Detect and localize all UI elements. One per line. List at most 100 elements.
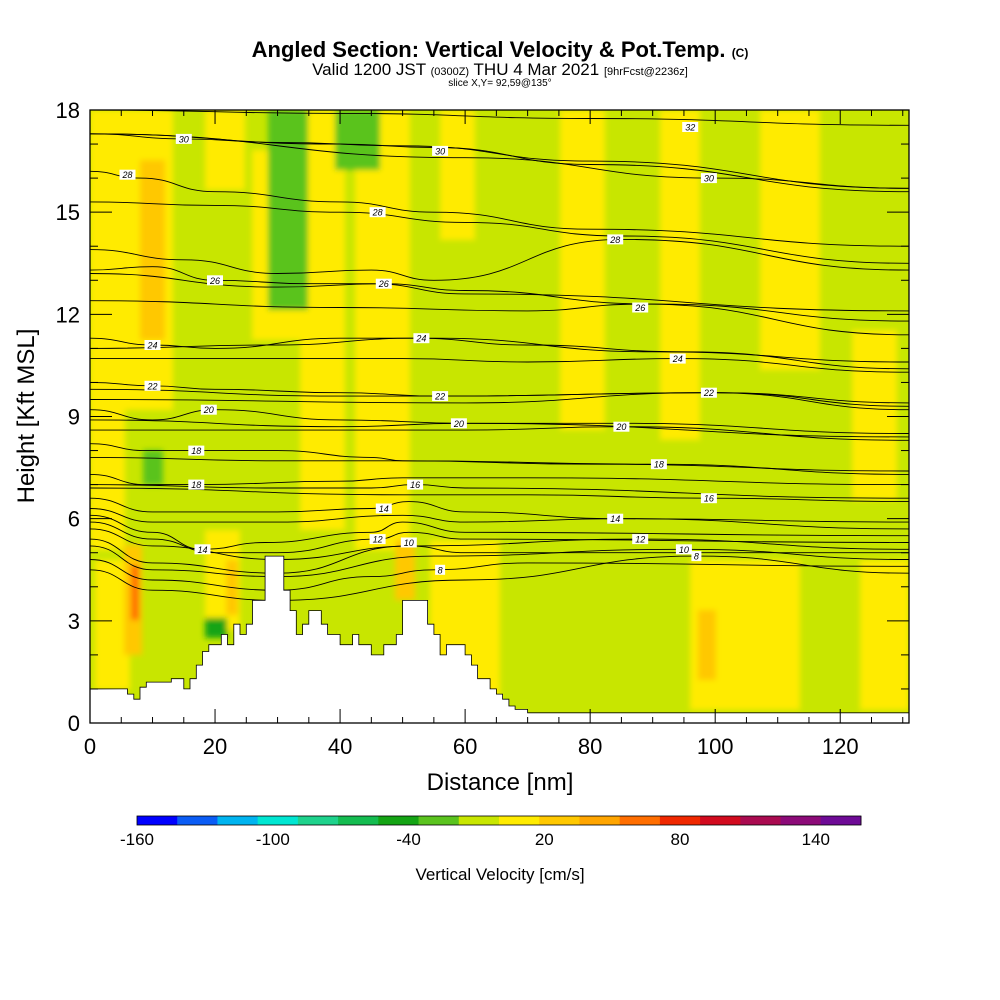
chart-title: Angled Section: Vertical Velocity & Pot.… <box>0 37 1000 63</box>
contour-label-bg <box>669 353 686 364</box>
updraft-core <box>131 565 139 620</box>
contour-label-bg <box>194 544 211 555</box>
updraft-area <box>852 330 897 500</box>
y-tick-label: 6 <box>68 507 80 532</box>
x-tick-label: 120 <box>822 734 859 759</box>
valid-time: Valid 1200 JST <box>312 60 426 79</box>
contour-label-bg <box>369 534 386 545</box>
terrain-mask <box>89 555 910 724</box>
updraft-area <box>698 610 716 680</box>
valid-date: THU 4 Mar 2021 <box>473 60 600 79</box>
contour-label: 24 <box>672 354 683 364</box>
isentrope-line <box>90 337 909 370</box>
isentrope-line <box>90 409 909 434</box>
colorbar-swatch <box>499 816 540 825</box>
isentrope-line <box>90 388 909 407</box>
contour-label-bg <box>632 534 649 545</box>
contour-label-bg <box>375 278 392 289</box>
contour-label: 8 <box>438 565 443 575</box>
colorbar-label: 140 <box>802 830 830 849</box>
valid-time-line: Valid 1200 JST (0300Z) THU 4 Mar 2021 [9… <box>0 60 1000 80</box>
contour-label-bg <box>407 479 424 490</box>
contour-label: 22 <box>146 381 157 391</box>
isentrope-line <box>90 110 909 126</box>
contour-label-bg <box>400 537 417 548</box>
colorbar-swatch <box>619 816 661 825</box>
colorbar-swatch <box>659 816 701 825</box>
contour-label: 10 <box>679 545 689 555</box>
isentrope-line <box>90 508 909 530</box>
contour-label: 18 <box>191 446 201 456</box>
x-tick-label: 80 <box>578 734 602 759</box>
contour-label-bg <box>675 544 692 555</box>
colorbar-swatch <box>177 816 218 825</box>
isentrope-line <box>90 419 909 438</box>
contour-label: 18 <box>654 460 664 470</box>
downdraft-area <box>335 110 380 170</box>
colorbar-swatch <box>579 816 621 825</box>
isentrope-line <box>90 300 909 336</box>
y-tick-label: 3 <box>68 609 80 634</box>
colorbar-swatch <box>700 816 741 825</box>
contour-label-bg <box>450 418 467 429</box>
colorbar-label: -40 <box>396 830 421 849</box>
vertical-velocity-field <box>90 110 909 723</box>
colorbar-swatch <box>820 816 862 825</box>
contour-label: 28 <box>609 235 620 245</box>
contour-label: 14 <box>610 514 620 524</box>
isentrope-line <box>90 133 909 189</box>
colorbar-label: -100 <box>256 830 290 849</box>
contour-label: 22 <box>703 388 714 398</box>
colorbar-swatch <box>740 816 781 825</box>
x-tick-label: 60 <box>453 734 477 759</box>
contour-label-bg <box>188 445 205 456</box>
colorbar-swatch <box>418 816 460 825</box>
y-tick-label: 9 <box>68 405 80 430</box>
contour-label: 26 <box>378 279 389 289</box>
colorbar-swatch <box>297 816 339 825</box>
contour-label-bg <box>200 404 217 415</box>
contour-label: 30 <box>179 134 189 144</box>
contour-label: 8 <box>694 552 699 562</box>
colorbar-swatch <box>458 816 500 825</box>
contour-label-bg <box>413 333 430 344</box>
contour-label: 26 <box>634 303 645 313</box>
chart-title-main: Angled Section: Vertical Velocity & Pot.… <box>251 37 726 62</box>
downdraft-area <box>205 618 227 638</box>
colorbar-title: Vertical Velocity [cm/s] <box>415 865 584 884</box>
colorbar-swatch <box>378 816 419 825</box>
updraft-area <box>355 110 410 550</box>
contour-label: 12 <box>373 535 383 545</box>
colorbar-swatch <box>338 816 379 825</box>
contour-label: 18 <box>191 480 201 490</box>
x-axis: 0 20 40 60 80 100 120 <box>84 110 904 759</box>
y-tick-label: 12 <box>56 302 80 327</box>
x-tick-label: 0 <box>84 734 96 759</box>
updraft-area <box>560 110 605 430</box>
updraft-area <box>440 110 475 240</box>
x-tick-label: 40 <box>328 734 352 759</box>
x-tick-label: 100 <box>697 734 734 759</box>
isentrope-line <box>90 559 909 591</box>
y-axis-title: Height [Kft MSL] <box>13 329 40 504</box>
contour-label: 28 <box>121 170 132 180</box>
contour-label-bg <box>432 145 449 156</box>
contour-label: 22 <box>434 392 445 402</box>
updraft-area <box>395 540 415 600</box>
isentrope-line <box>90 238 909 281</box>
contour-label-bg <box>700 173 717 184</box>
contour-label: 30 <box>704 174 714 184</box>
contour-label-bg <box>432 391 449 402</box>
isentrope-line <box>90 443 909 472</box>
contour-label: 20 <box>203 405 214 415</box>
contour-label: 12 <box>635 535 645 545</box>
colorbar-label: -160 <box>120 830 154 849</box>
contour-label: 20 <box>615 422 626 432</box>
colorbar <box>136 815 862 826</box>
colorbar-label: 80 <box>671 830 690 849</box>
contour-label: 14 <box>379 504 389 514</box>
contour-label-bg <box>144 340 161 350</box>
contour-label: 28 <box>372 208 383 218</box>
contour-labels: 32 30 30 30 28 28 28 26 26 26 24 24 24 22 22 22 20 20 20 18… <box>119 122 717 575</box>
